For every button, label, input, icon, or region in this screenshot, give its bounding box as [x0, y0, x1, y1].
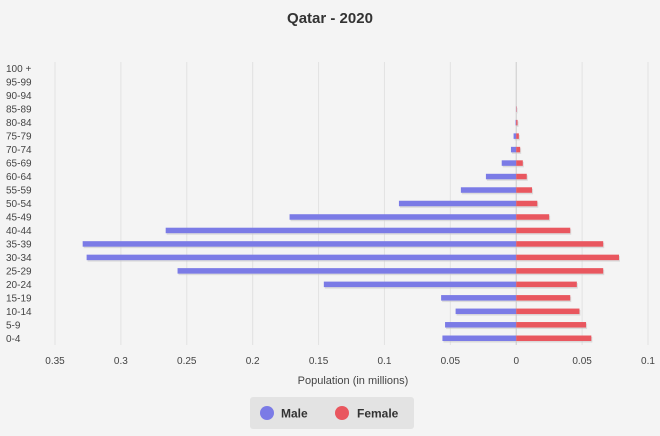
x-tick-label: 0.15 [309, 356, 329, 367]
female-bar [516, 214, 550, 220]
male-bar [441, 295, 517, 301]
female-bar [516, 133, 519, 139]
x-tick-label: 0.05 [572, 356, 592, 367]
male-bar [86, 254, 517, 261]
female-bar [516, 227, 571, 234]
y-tick-label: 95-99 [6, 78, 32, 89]
legend-female-marker[interactable] [335, 406, 349, 420]
x-axis-label: Population (in millions) [298, 375, 409, 387]
male-bar [455, 308, 517, 315]
female-bar [516, 254, 620, 261]
legend-male-label[interactable]: Male [281, 407, 308, 421]
legend[interactable]: Male Female [250, 397, 414, 429]
female-bar [516, 241, 604, 247]
female-bar [516, 295, 571, 301]
male-bar [460, 187, 517, 193]
male-bar [398, 200, 517, 207]
x-tick-label: 0.1 [377, 356, 391, 367]
x-tick-label: 0 [513, 356, 519, 367]
male-bar [501, 160, 517, 166]
female-bar [516, 322, 587, 328]
male-bar [289, 214, 517, 220]
female-bar-shadow [517, 121, 519, 127]
y-tick-label: 20-24 [6, 280, 32, 291]
x-tick-label: 0.3 [114, 356, 128, 367]
legend-box [250, 397, 414, 429]
y-tick-label: 15-19 [6, 293, 32, 304]
y-tick-label: 55-59 [6, 186, 32, 197]
grid-lines [54, 62, 649, 345]
female-bar [516, 119, 518, 126]
female-bar [516, 200, 538, 207]
male-bar [165, 227, 517, 234]
male-bar [442, 335, 517, 342]
y-tick-labels: 0-4 5-9 10-14 15-19 20-24 25-29 30-34 35-39 40-4… [6, 64, 32, 345]
y-tick-label: 65-69 [6, 159, 32, 170]
male-bar [510, 146, 517, 153]
bars [82, 106, 621, 343]
y-tick-label: 75-79 [6, 132, 32, 143]
female-bar [516, 308, 580, 315]
x-tick-label: 0.25 [177, 356, 197, 367]
male-bar [445, 322, 517, 328]
y-tick-label: 70-74 [6, 145, 32, 156]
x-tick-label: 0.35 [45, 356, 65, 367]
female-bar [516, 335, 592, 342]
x-tick-labels: 0.35 0.3 0.25 0.2 0.15 0.1 0.05 0 0.05 0.1 [45, 356, 655, 367]
female-bar [516, 173, 527, 180]
female-bar [516, 187, 533, 193]
legend-female-label[interactable]: Female [357, 407, 399, 421]
y-tick-label: 90-94 [6, 91, 32, 102]
y-tick-label: 80-84 [6, 118, 32, 129]
female-bar [516, 160, 523, 166]
female-bar [516, 281, 577, 288]
male-bar [485, 173, 517, 180]
y-tick-label: 25-29 [6, 266, 32, 277]
female-bar [516, 146, 521, 153]
y-tick-label: 85-89 [6, 105, 32, 116]
legend-male-marker[interactable] [260, 406, 274, 420]
x-tick-label: 0.2 [246, 356, 260, 367]
male-bar [515, 119, 517, 126]
y-tick-label: 100 + [6, 64, 31, 75]
y-tick-label: 30-34 [6, 253, 32, 264]
male-bar [323, 281, 517, 288]
y-tick-label: 0-4 [6, 334, 21, 345]
y-tick-label: 45-49 [6, 212, 32, 223]
y-tick-label: 5-9 [6, 320, 21, 331]
male-bar [177, 268, 517, 274]
x-tick-label: 0.05 [441, 356, 461, 367]
x-tick-label: 0.1 [641, 356, 655, 367]
y-tick-label: 35-39 [6, 239, 32, 250]
y-tick-label: 10-14 [6, 307, 32, 318]
chart-title: Qatar - 2020 [287, 10, 373, 27]
y-tick-label: 40-44 [6, 226, 32, 237]
y-tick-label: 50-54 [6, 199, 32, 210]
male-bar [513, 133, 517, 139]
y-tick-label: 60-64 [6, 172, 32, 183]
female-bar [516, 268, 604, 274]
male-bar [82, 241, 517, 247]
